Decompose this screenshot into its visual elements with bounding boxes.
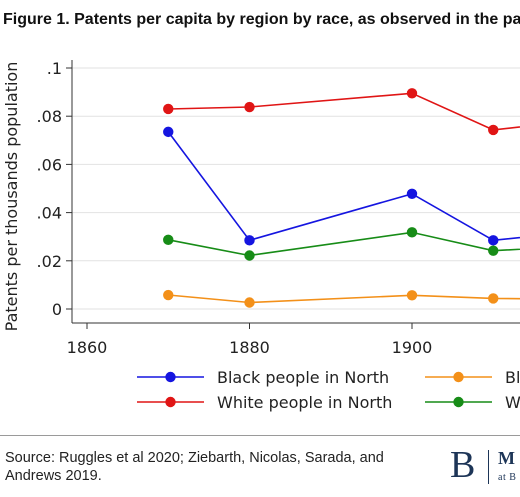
data-point-0 <box>406 188 418 200</box>
brand-subtitle: at B <box>498 472 517 483</box>
data-point-3 <box>244 250 255 261</box>
data-point-2 <box>406 290 418 301</box>
legend: Black people in North White people in Nor… <box>137 368 520 412</box>
legend-marker <box>453 371 464 383</box>
data-point-1 <box>406 88 418 99</box>
series-line-0 <box>167 131 520 242</box>
figure-title: Figure 1. Patents per capita by region b… <box>3 11 520 28</box>
brand-name: M <box>498 448 515 468</box>
legend-label: Wh <box>505 393 520 412</box>
x-tick-label: 1900 <box>392 338 433 357</box>
brand-logo-letter: B <box>450 444 476 486</box>
data-point-1 <box>163 103 174 115</box>
source-note: Source: Ruggles et al 2020; Ziebarth, Ni… <box>5 450 384 484</box>
series-layer <box>163 88 520 308</box>
data-point-2 <box>488 293 499 304</box>
y-tick-label: .06 <box>37 155 62 174</box>
series-line-2 <box>168 294 520 304</box>
gridlines <box>72 67 520 310</box>
data-point-2 <box>244 297 255 308</box>
x-tick-label: 1880 <box>229 338 270 357</box>
data-point-0 <box>488 235 499 246</box>
data-point-2 <box>163 289 174 301</box>
y-tick-label: .02 <box>37 252 62 271</box>
data-point-1 <box>488 124 499 136</box>
y-tick-label: .04 <box>37 204 62 223</box>
data-point-0 <box>244 235 255 246</box>
series-line-3 <box>168 231 520 257</box>
series-line-1 <box>168 92 520 131</box>
y-tick-label: 0 <box>52 300 62 319</box>
legend-marker <box>165 396 176 408</box>
data-point-3 <box>406 227 418 238</box>
legend-marker <box>165 371 176 383</box>
y-axis-title: Patents per thousands population <box>2 62 21 332</box>
axes: 0 .02 .04 .06 .08 .1 1860 1880 1900 Patents per t… <box>2 59 520 357</box>
line-chart: 0 .02 .04 .06 .08 .1 1860 1880 1900 Patents per t… <box>2 59 520 412</box>
data-point-0 <box>163 126 174 138</box>
data-point-3 <box>163 234 174 246</box>
data-point-1 <box>244 101 255 113</box>
data-point-3 <box>488 245 499 256</box>
legend-label: Bla <box>505 368 520 387</box>
y-tick-label: .08 <box>37 107 62 126</box>
x-tick-label: 1860 <box>67 338 108 357</box>
brand-separator <box>488 450 489 484</box>
legend-label: Black people in North <box>217 368 389 387</box>
legend-marker <box>453 396 464 408</box>
y-tick-label: .1 <box>47 59 62 78</box>
footer-divider <box>0 435 520 436</box>
legend-label: White people in North <box>217 393 392 412</box>
